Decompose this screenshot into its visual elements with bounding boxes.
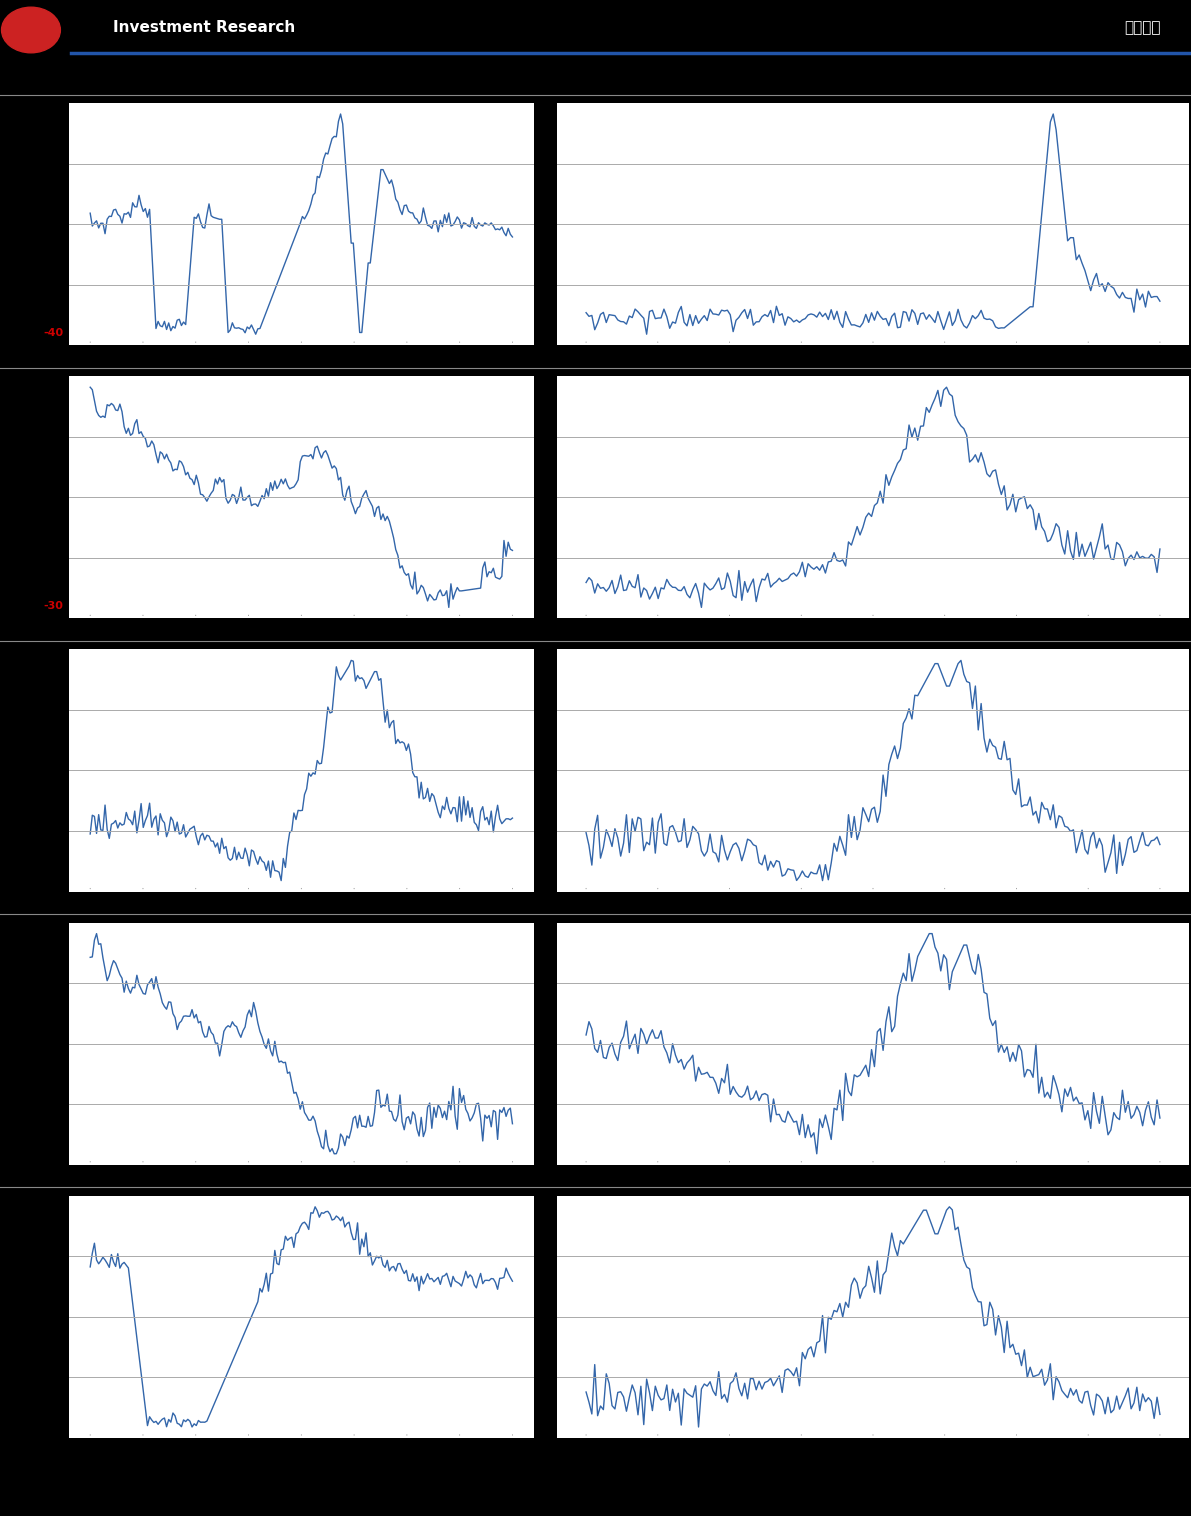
Circle shape [1,8,61,53]
Text: 估值局报: 估值局报 [1124,20,1161,35]
Text: -30: -30 [43,600,63,611]
Text: Investment Research: Investment Research [113,20,295,35]
Text: -40: -40 [43,327,63,338]
